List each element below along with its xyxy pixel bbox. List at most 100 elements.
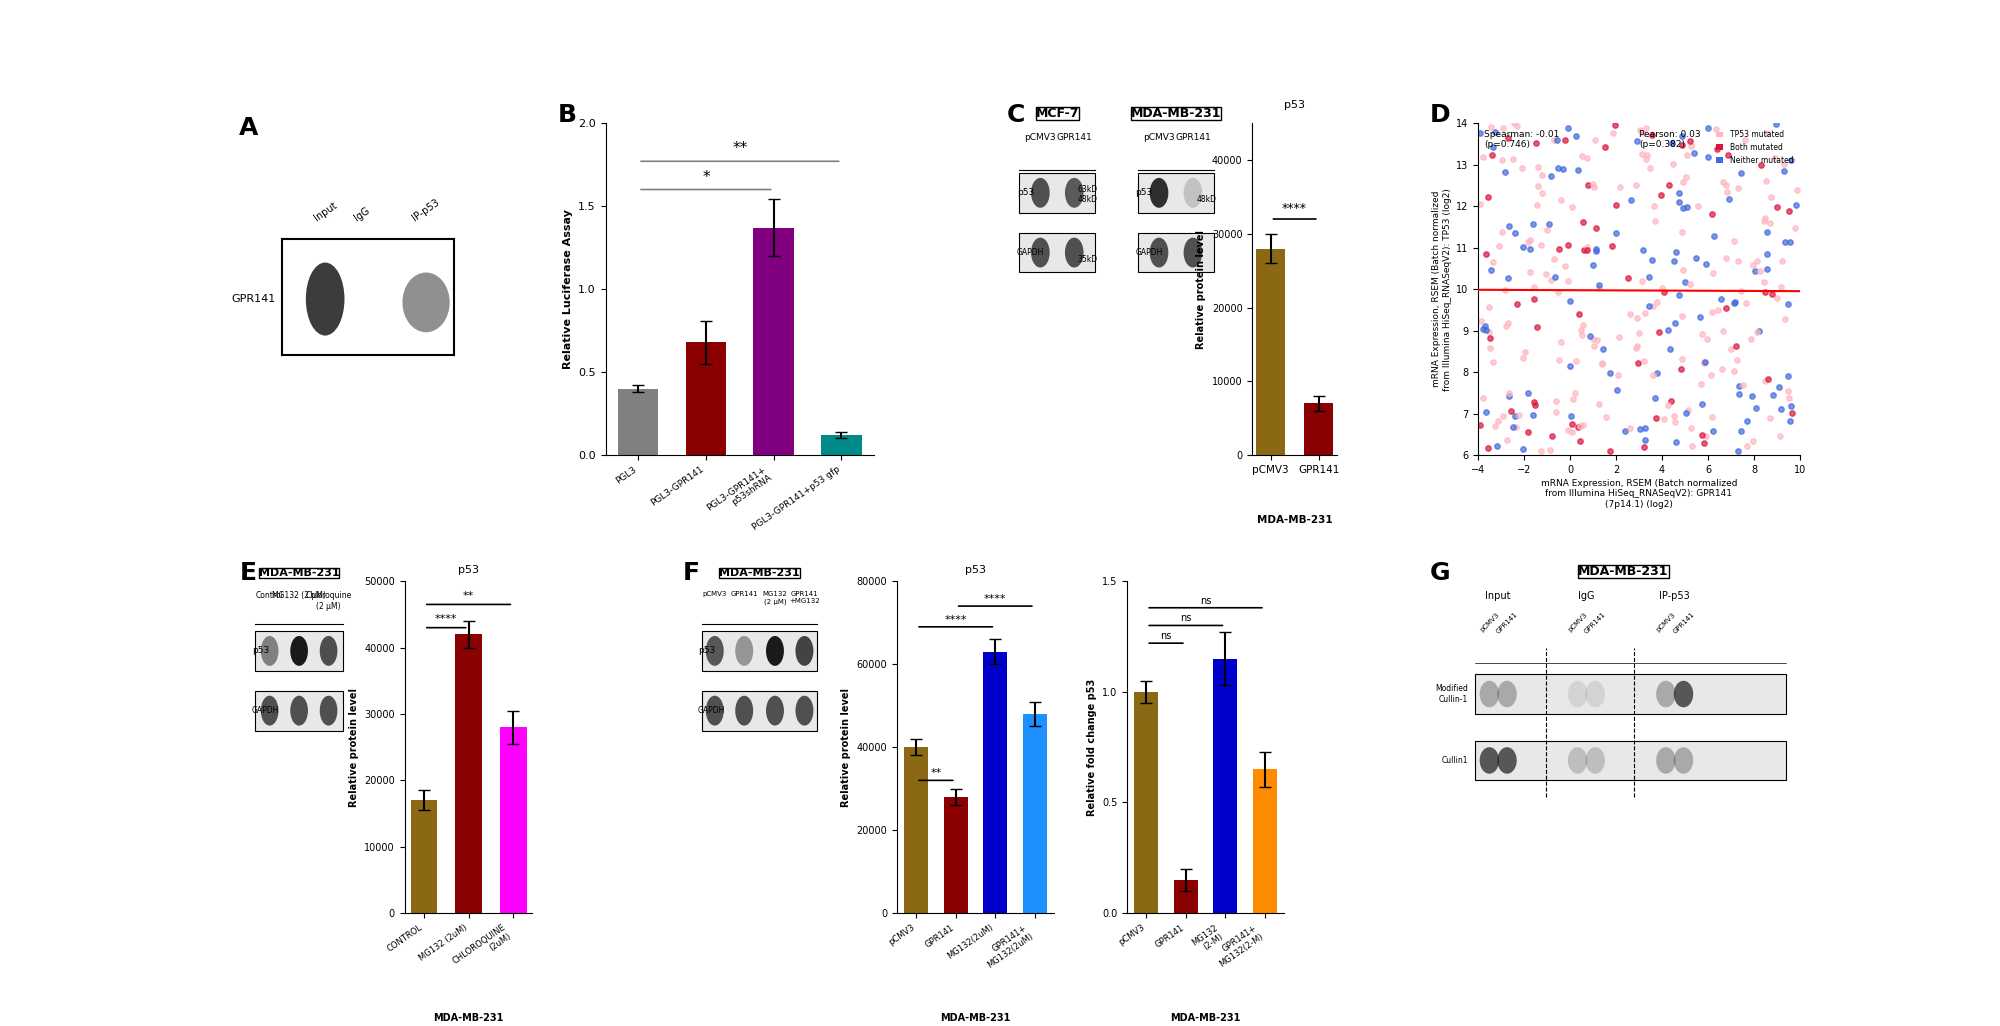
Point (1720, 293, 1752, 310)
Point (1638, 198, 1670, 214)
Point (1740, 399, 1772, 416)
Point (1518, 394, 1550, 410)
Point (1702, 302, 1734, 318)
Text: Modified
Cullin-1: Modified Cullin-1 (1436, 684, 1468, 704)
Point (1692, 119, 1724, 135)
Point (1674, 276, 1706, 292)
Point (1518, 278, 1550, 294)
Text: Input: Input (312, 200, 338, 223)
Point (1720, 338, 1752, 354)
Point (1550, 131, 1582, 148)
Bar (1020, 233, 1096, 273)
Point (1478, 123, 1510, 140)
Text: 48kD: 48kD (1196, 195, 1216, 204)
Text: p53: p53 (1016, 189, 1034, 197)
Point (1774, 152, 1806, 168)
Text: **: ** (930, 768, 942, 779)
Point (1602, 366, 1634, 383)
Text: Pearson: 0.03
(p=0.382): Pearson: 0.03 (p=0.382) (1638, 129, 1700, 149)
Point (1652, 321, 1684, 338)
Text: p53: p53 (698, 646, 716, 656)
Point (1468, 318, 1500, 334)
Text: GAPDH: GAPDH (252, 706, 280, 715)
Point (1586, 354, 1618, 370)
Point (1556, 408, 1588, 425)
Point (1552, 237, 1584, 253)
Point (1512, 424, 1544, 440)
Point (1570, 238, 1602, 254)
Point (1482, 238, 1514, 254)
Text: IgG: IgG (352, 205, 372, 223)
Text: 48kD: 48kD (1078, 195, 1098, 204)
Point (1474, 299, 1506, 315)
Text: p53: p53 (1284, 100, 1306, 110)
Text: pCMV3: pCMV3 (702, 591, 726, 597)
Point (1596, 238, 1628, 254)
Point (1758, 150, 1790, 166)
Point (1520, 319, 1552, 336)
Point (1666, 224, 1698, 240)
Ellipse shape (1064, 238, 1084, 268)
Point (1540, 404, 1572, 421)
Point (1498, 151, 1530, 167)
Text: Spearman: -0.01
(p=0.746): Spearman: -0.01 (p=0.746) (1484, 129, 1560, 149)
Point (1614, 306, 1646, 322)
Point (1580, 243, 1612, 260)
Point (1472, 189, 1504, 205)
Point (1494, 388, 1526, 404)
Text: GAPDH: GAPDH (698, 706, 726, 715)
Point (1578, 339, 1610, 355)
Point (1646, 280, 1678, 297)
Point (1486, 152, 1518, 168)
Point (1774, 390, 1806, 406)
Point (1580, 221, 1612, 237)
Point (1514, 264, 1546, 280)
Point (1582, 396, 1614, 412)
Point (1494, 385, 1526, 401)
Point (1538, 131, 1570, 148)
Text: Chloroquine
(2 μM): Chloroquine (2 μM) (306, 591, 352, 610)
Point (1722, 378, 1754, 394)
Bar (754, 228, 794, 456)
Point (1686, 427, 1718, 443)
Point (1706, 361, 1738, 378)
Ellipse shape (290, 636, 308, 666)
Ellipse shape (1586, 681, 1604, 707)
Point (1564, 306, 1596, 322)
Point (1632, 298, 1664, 314)
Point (1666, 262, 1698, 278)
Text: MDA-MB-231: MDA-MB-231 (1130, 107, 1222, 120)
Point (1626, 146, 1658, 162)
Y-axis label: Relative protein level: Relative protein level (348, 687, 358, 806)
Point (1744, 157, 1776, 173)
Text: GAPDH: GAPDH (1016, 248, 1044, 258)
Text: GPR141: GPR141 (1584, 611, 1608, 635)
Point (1736, 433, 1768, 449)
Point (1470, 322, 1502, 339)
X-axis label: mRNA Expression, RSEM (Batch normalized
from Illumina HiSeq_RNASeqV2): GPR141
(7: mRNA Expression, RSEM (Batch normalized … (1540, 479, 1738, 509)
Point (1696, 206, 1728, 223)
Point (1630, 432, 1662, 448)
Point (1764, 428, 1796, 444)
Point (1630, 151, 1662, 167)
Point (1576, 175, 1608, 192)
Point (1642, 293, 1674, 310)
Ellipse shape (320, 696, 338, 725)
Point (1672, 199, 1704, 215)
Text: A: A (240, 117, 258, 141)
Bar (1138, 173, 1214, 212)
Point (1668, 274, 1700, 290)
Point (1472, 323, 1504, 340)
Bar (282, 239, 454, 355)
Point (1508, 344, 1540, 360)
Bar (1174, 880, 1198, 913)
Text: MCF-7: MCF-7 (1036, 107, 1080, 120)
Point (1780, 182, 1812, 198)
Point (1750, 224, 1782, 240)
Point (1500, 419, 1532, 435)
Legend: TP53 mutated, Both mutated, Neither mutated: TP53 mutated, Both mutated, Neither muta… (1712, 127, 1796, 167)
Point (1670, 168, 1702, 185)
Point (1600, 117, 1632, 133)
Text: MG132 (2 μM): MG132 (2 μM) (272, 591, 326, 600)
Point (1576, 256, 1608, 273)
